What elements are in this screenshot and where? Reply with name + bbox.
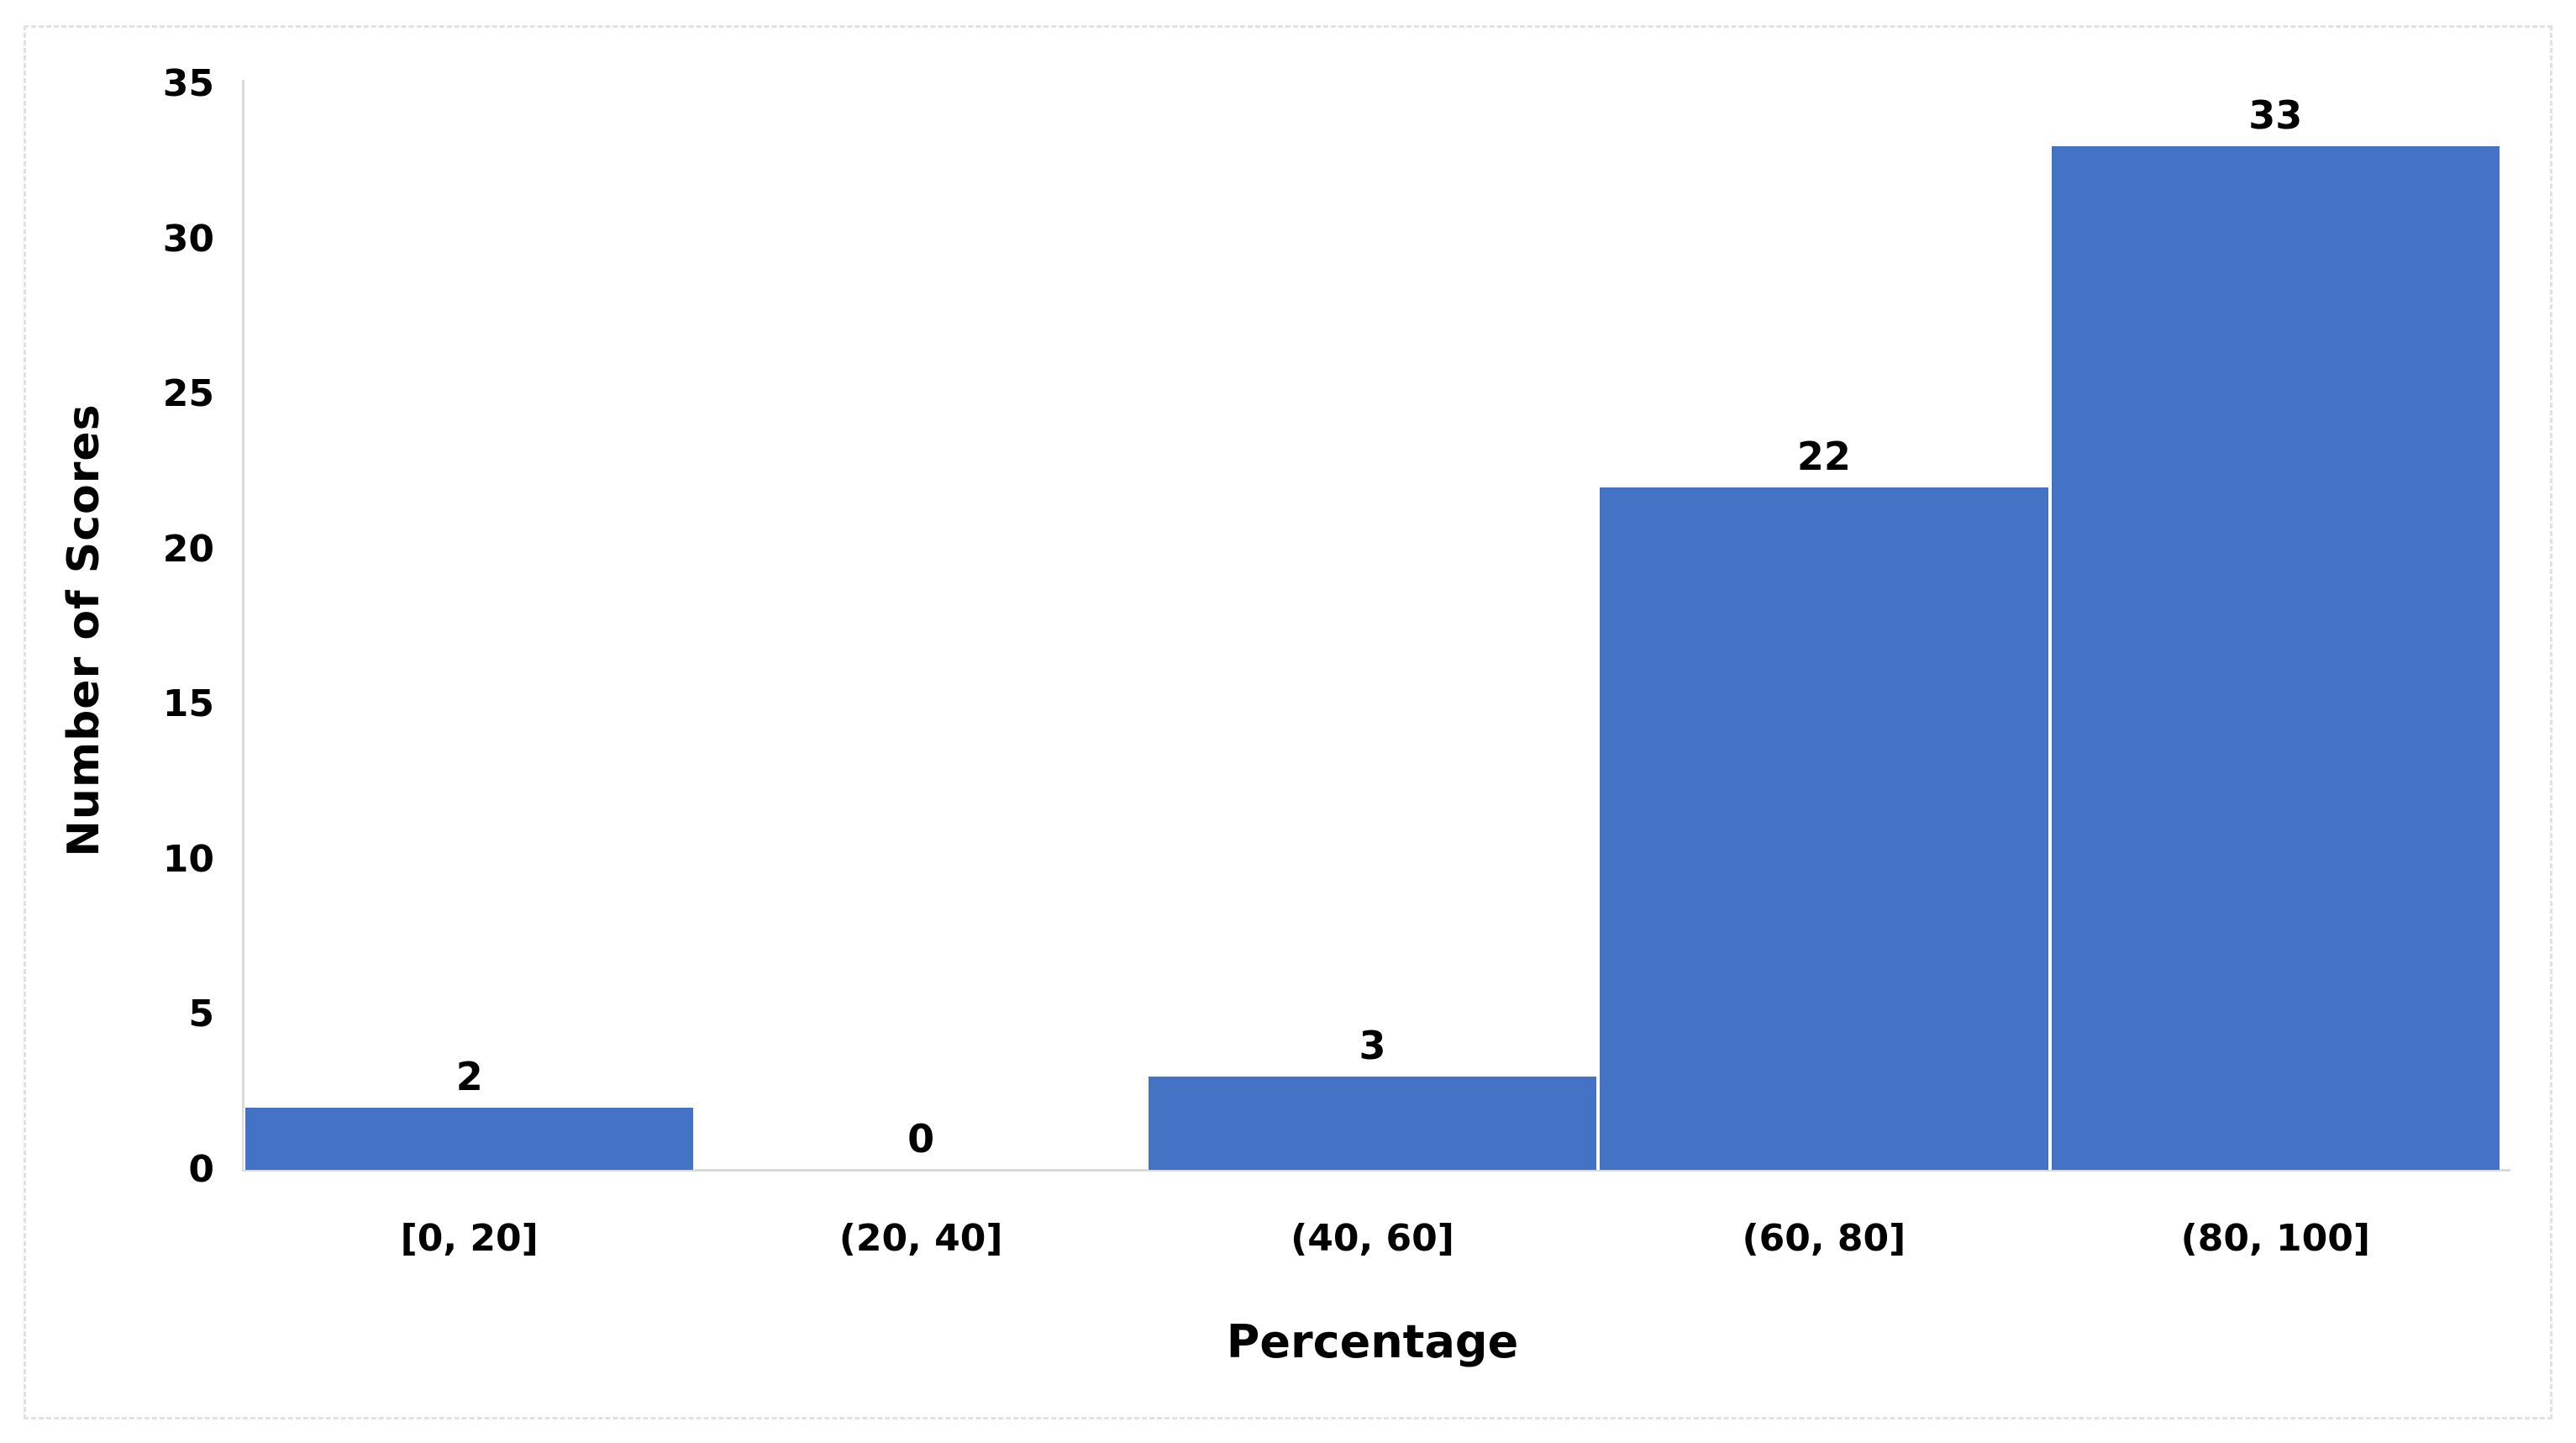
y-tick-label: 10 xyxy=(162,837,214,881)
x-tick-label: (20, 40] xyxy=(839,1217,1003,1260)
x-tick-label: [0, 20] xyxy=(400,1217,539,1260)
bar xyxy=(1598,487,2050,1170)
bar-value-label: 22 xyxy=(1796,433,1851,479)
x-axis-title: Percentage xyxy=(1226,1315,1519,1368)
x-tick-label: (80, 100] xyxy=(2180,1217,2370,1260)
y-tick-label: 0 xyxy=(188,1148,214,1191)
y-tick-label: 25 xyxy=(162,372,214,416)
x-tick-label: (40, 60] xyxy=(1291,1217,1454,1260)
x-axis-line xyxy=(242,1169,2510,1172)
bar-value-label: 33 xyxy=(2248,92,2303,138)
x-tick-label: (60, 80] xyxy=(1742,1217,1906,1260)
bar xyxy=(244,1108,696,1170)
y-tick-label: 5 xyxy=(188,993,214,1036)
y-tick-label: 30 xyxy=(162,217,214,261)
bar-value-label: 0 xyxy=(907,1116,935,1161)
bar-value-label: 3 xyxy=(1359,1023,1386,1069)
bar xyxy=(1146,1077,1599,1170)
y-tick-label: 20 xyxy=(162,527,214,571)
bar-value-label: 2 xyxy=(455,1054,483,1100)
y-tick-label: 35 xyxy=(162,62,214,105)
bar xyxy=(2049,145,2501,1170)
y-axis-line xyxy=(242,80,244,1170)
y-tick-label: 15 xyxy=(162,682,214,726)
